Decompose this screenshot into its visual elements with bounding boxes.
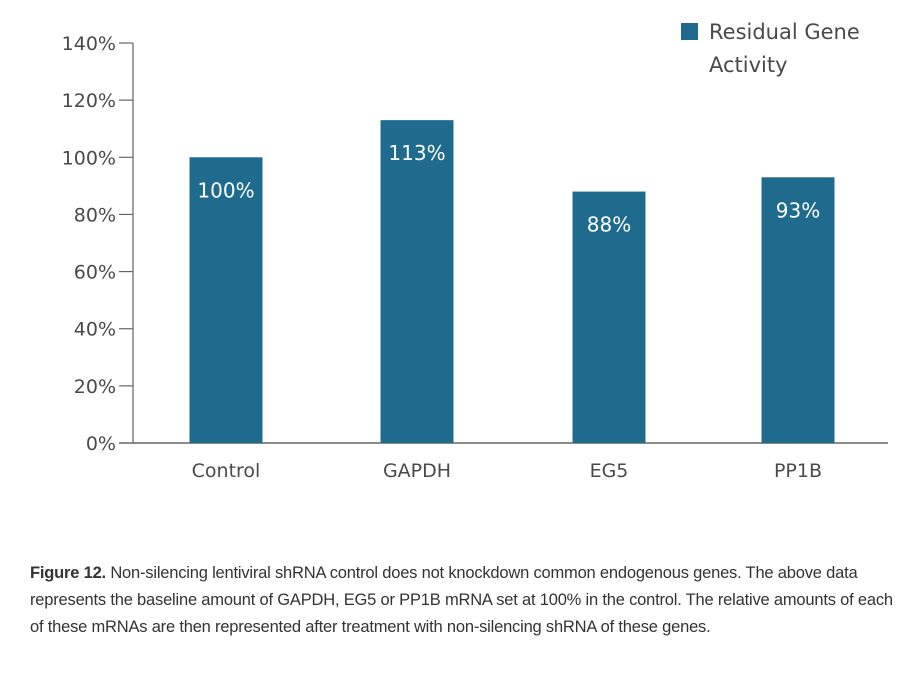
- data-label-pp1b: 93%: [776, 198, 820, 222]
- y-tick-label: 120%: [62, 90, 116, 112]
- legend-label-line1: Residual Gene: [709, 20, 860, 44]
- bar-chart: 0% 20% 40% 60% 80% 100% 120% 140% Control GAPDH EG…: [62, 20, 888, 482]
- axes: 0% 20% 40% 60% 80% 100% 120% 140% Control GAPDH EG…: [62, 33, 888, 482]
- legend-label-line2: Activity: [709, 53, 788, 77]
- legend: Residual Gene Activity: [681, 20, 860, 77]
- y-tick-label: 80%: [74, 204, 116, 226]
- x-tick-label-pp1b: PP1B: [774, 460, 822, 482]
- data-label-eg5: 88%: [587, 213, 631, 237]
- caption-text: Non-silencing lentiviral shRNA control d…: [30, 564, 893, 636]
- data-label-control: 100%: [197, 178, 254, 202]
- bar-control: [189, 157, 263, 444]
- bar-gapdh: [380, 120, 454, 444]
- figure-caption: Figure 12. Non-silencing lentiviral shRN…: [30, 560, 900, 641]
- y-tick-label: 140%: [62, 33, 116, 55]
- x-tick-label-control: Control: [192, 460, 261, 482]
- x-tick-label-eg5: EG5: [590, 460, 629, 482]
- y-tick-label: 60%: [74, 262, 116, 284]
- y-tick-label: 100%: [62, 147, 116, 169]
- caption-label: Figure 12.: [30, 564, 106, 582]
- y-tick-label: 40%: [74, 319, 116, 341]
- legend-swatch: [681, 23, 698, 40]
- data-label-gapdh: 113%: [388, 141, 445, 165]
- bar-pp1b: [761, 177, 835, 444]
- bars: 100% 113% 88% 93%: [189, 120, 835, 444]
- bar-eg5: [572, 191, 646, 443]
- x-tick-label-gapdh: GAPDH: [383, 460, 451, 482]
- y-tick-label: 20%: [74, 376, 116, 398]
- y-tick-label: 0%: [86, 433, 116, 455]
